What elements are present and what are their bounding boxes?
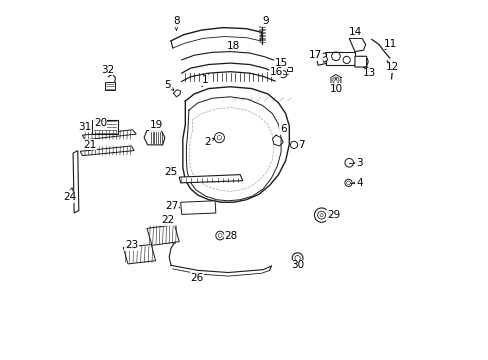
Polygon shape xyxy=(179,175,242,183)
Circle shape xyxy=(217,135,221,140)
Text: 11: 11 xyxy=(384,39,397,49)
Polygon shape xyxy=(348,39,365,51)
Text: 12: 12 xyxy=(385,62,398,72)
Circle shape xyxy=(332,77,338,84)
Circle shape xyxy=(346,181,349,185)
Polygon shape xyxy=(144,131,164,145)
Text: 19: 19 xyxy=(150,121,163,130)
Polygon shape xyxy=(73,150,79,213)
Text: 17: 17 xyxy=(308,50,322,60)
Text: 21: 21 xyxy=(83,140,96,150)
Text: 14: 14 xyxy=(347,27,361,37)
Text: 18: 18 xyxy=(226,41,239,50)
Text: 29: 29 xyxy=(326,210,339,220)
Circle shape xyxy=(218,234,222,238)
Polygon shape xyxy=(104,82,115,90)
Polygon shape xyxy=(82,130,136,140)
Text: 31: 31 xyxy=(78,122,91,132)
Polygon shape xyxy=(354,56,367,67)
Text: 26: 26 xyxy=(190,273,203,283)
Text: 5: 5 xyxy=(164,80,170,90)
Polygon shape xyxy=(92,120,118,134)
Text: 10: 10 xyxy=(329,84,342,94)
Polygon shape xyxy=(180,201,215,215)
Text: 30: 30 xyxy=(290,260,304,270)
Text: 6: 6 xyxy=(279,124,286,134)
Text: 7: 7 xyxy=(298,140,305,150)
Polygon shape xyxy=(325,51,354,64)
Text: 15: 15 xyxy=(274,58,287,68)
Text: 20: 20 xyxy=(94,118,107,128)
Text: 22: 22 xyxy=(161,215,174,225)
Polygon shape xyxy=(123,244,155,264)
Text: 3: 3 xyxy=(355,158,362,168)
Text: 2: 2 xyxy=(204,138,211,147)
Text: 32: 32 xyxy=(101,64,114,75)
Text: 4: 4 xyxy=(355,178,362,188)
Text: 8: 8 xyxy=(173,17,179,27)
Text: 25: 25 xyxy=(164,167,177,177)
Circle shape xyxy=(319,213,323,217)
Polygon shape xyxy=(147,225,179,245)
Text: 13: 13 xyxy=(362,68,375,78)
Polygon shape xyxy=(80,146,134,156)
Text: 27: 27 xyxy=(165,201,178,211)
Circle shape xyxy=(294,256,300,261)
Polygon shape xyxy=(286,67,291,71)
Text: 9: 9 xyxy=(262,17,268,27)
Text: 1: 1 xyxy=(202,75,208,85)
Text: 23: 23 xyxy=(124,240,138,250)
Text: 24: 24 xyxy=(63,192,76,202)
Text: 28: 28 xyxy=(224,231,237,240)
Text: 16: 16 xyxy=(269,67,282,77)
Polygon shape xyxy=(321,56,327,62)
